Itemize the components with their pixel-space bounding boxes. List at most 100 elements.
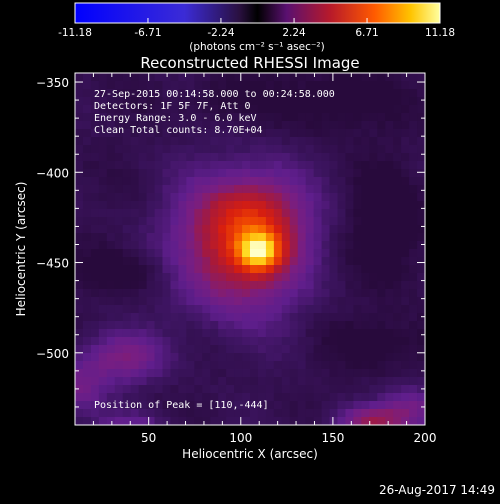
heatmap-cell [154,417,163,426]
heatmap-cell [202,161,211,170]
heatmap-cell [194,233,203,242]
heatmap-cell [82,241,92,250]
heatmap-cell [377,329,386,338]
heatmap-cell [122,241,132,250]
heatmap-cell [361,81,370,90]
heatmap-cell [265,353,275,362]
heatmap-cell [417,393,426,402]
heatmap-cell [130,97,140,106]
heatmap-cell [265,305,275,314]
heatmap-cell [202,233,211,242]
heatmap-cell [82,217,92,226]
heatmap-cell [178,233,187,242]
heatmap-cell [337,233,346,242]
heatmap-cell [194,129,203,138]
heatmap-cell [90,353,100,362]
heatmap-cell [202,193,211,202]
heatmap-cell [321,257,330,266]
heatmap-cell [265,89,275,98]
heatmap-cell [281,169,291,178]
heatmap-cell [329,361,338,370]
heatmap-cell [345,353,354,362]
heatmap-cell [146,345,155,354]
heatmap-cell [257,313,267,322]
heatmap-cell [393,273,402,282]
heatmap-cell [146,225,155,234]
heatmap-cell [361,105,370,114]
heatmap-cell [162,313,171,322]
heatmap-cell [242,329,251,338]
heatmap-cell [75,233,84,242]
heatmap-cell [313,121,322,130]
heatmap-cell [122,313,132,322]
heatmap-cell [297,137,307,146]
heatmap-cell [385,121,394,130]
heatmap-cell [90,97,100,106]
colorbar-tick-label: 6.71 [355,27,378,39]
heatmap-cell [321,161,330,170]
heatmap-cell [210,305,219,314]
heatmap-cell [90,201,100,210]
heatmap-cell [226,113,235,122]
heatmap-cell [82,257,92,266]
heatmap-cell [242,321,251,330]
heatmap-cell [250,217,259,226]
heatmap-cell [409,89,418,98]
heatmap-cell [273,233,283,242]
heatmap-cell [377,353,386,362]
heatmap-cell [409,345,418,354]
heatmap-cell [114,329,124,338]
heatmap-cell [265,297,275,306]
heatmap-cell [250,121,259,130]
heatmap-cell [162,169,171,178]
heatmap-cell [194,97,203,106]
heatmap-cell [162,297,171,306]
heatmap-cell [146,129,155,138]
heatmap-cell [90,385,100,394]
heatmap-cell [98,273,108,282]
heatmap-cell [75,241,84,250]
heatmap-cell [90,185,100,194]
heatmap-cell [162,185,171,194]
heatmap-cell [186,257,195,266]
heatmap-cell [409,305,418,314]
heatmap-cell [393,121,402,130]
heatmap-cell [361,233,370,242]
heatmap-cell [385,129,394,138]
heatmap-cell [289,385,299,394]
heatmap-cell [353,121,362,130]
heatmap-cell [202,225,211,234]
heatmap-cell [337,217,346,226]
heatmap-cell [281,249,291,258]
heatmap-cell [154,321,163,330]
heatmap-cell [106,161,116,170]
heatmap-cell [122,393,132,402]
heatmap-cell [281,273,291,282]
heatmap-cell [417,209,426,218]
heatmap-cell [297,89,307,98]
heatmap-cell [353,313,362,322]
heatmap-cell [186,369,195,378]
heatmap-cell [98,281,108,290]
heatmap-cell [82,417,92,426]
heatmap-cell [281,193,291,202]
heatmap-cell [75,369,84,378]
heatmap-cell [385,297,394,306]
heatmap-cell [417,281,426,290]
heatmap-cell [313,193,322,202]
heatmap-cell [409,209,418,218]
heatmap-cell [321,137,330,146]
heatmap-cell [210,217,219,226]
heatmap-cell [154,305,163,314]
heatmap-cell [377,385,386,394]
heatmap-cell [361,329,370,338]
heatmap-cell [178,273,187,282]
heatmap-cell [345,97,354,106]
heatmap-cell [273,249,283,258]
heatmap-cell [321,81,330,90]
heatmap-cell [337,169,346,178]
heatmap-cell [345,385,354,394]
heatmap-cell [409,233,418,242]
heatmap-cell [265,249,275,258]
